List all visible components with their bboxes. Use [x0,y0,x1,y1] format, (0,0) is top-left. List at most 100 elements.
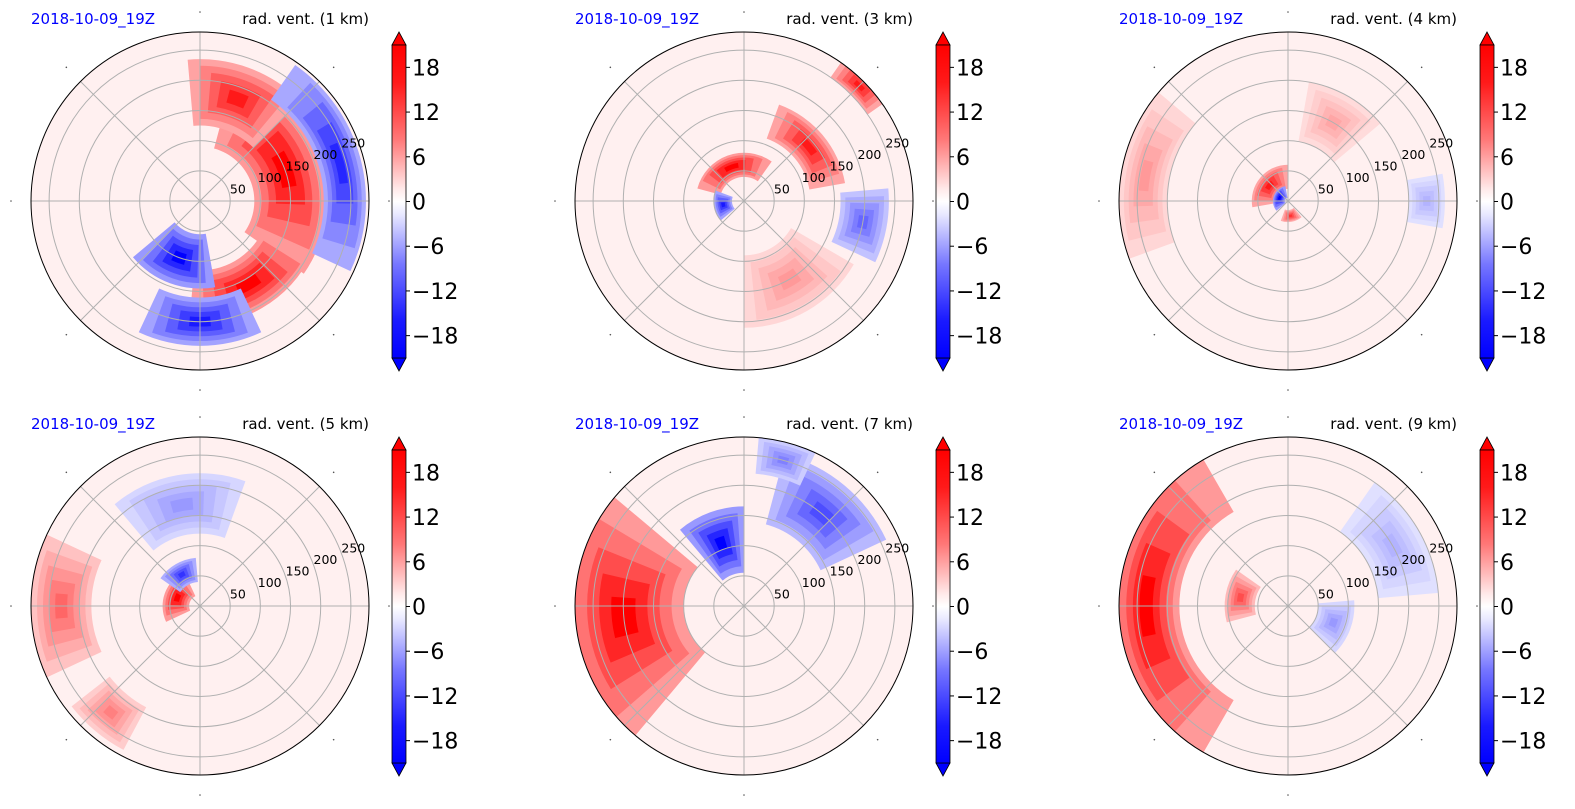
theta-tick-mark [65,66,68,69]
theta-tick-mark [876,471,879,474]
colorbar-body [935,44,951,359]
panel-date-label: 2018-10-09_19Z [31,10,155,29]
grid-spoke-225 [1168,605,1289,726]
colorbar-tick-label: 6 [956,551,970,576]
radial-tick-label: 250 [885,540,909,555]
grid-spoke-225 [80,605,201,726]
radial-tick-label: 200 [314,552,338,567]
radial-tick-label: 50 [1318,586,1334,601]
colorbar-tick-label: −18 [1500,730,1546,755]
radial-tick-label: 50 [230,181,246,196]
polar-frame [30,31,370,371]
grid-spoke-135 [624,486,745,607]
panel-date-label: 2018-10-09_19Z [31,415,155,434]
colorbar-extend-max [1479,31,1495,46]
colorbar-extend-min [935,762,951,777]
colorbar-tick-label: 0 [956,596,970,621]
grid-spoke-135 [80,486,201,607]
theta-tick-mark [1420,333,1423,336]
colorbar-extend-max [391,436,407,451]
radial-tick-label: 150 [830,158,854,173]
radial-tick-label: 50 [230,586,246,601]
grid-spoke-315 [199,605,320,726]
colorbar: 18 12 6 0 −6 −12 −18 [391,436,458,777]
theta-tick-mark [65,471,68,474]
contour-neg-4-level-5 [721,202,726,208]
grid-spoke-135 [80,81,201,202]
grid-spoke-45 [743,81,864,202]
colorbar-tick-label: −12 [956,280,1002,305]
theta-tick-mark [332,333,335,336]
colorbar-tick-label: 12 [956,101,984,126]
theta-tick-mark [65,738,68,741]
colorbar-extend-max [1479,436,1495,451]
colorbar-body [1479,44,1495,359]
panel-date-label: 2018-10-09_19Z [1119,415,1243,434]
colorbar-tick-label: −12 [1500,685,1546,710]
theta-tick-mark [932,605,934,607]
contour-neg-4-level-5 [170,497,194,514]
theta-tick-mark [609,738,612,741]
grid-spoke-315 [1287,605,1408,726]
panel-title: rad. vent. (1 km) [242,10,369,28]
panel-title: rad. vent. (7 km) [786,415,913,433]
theta-tick-mark [1420,738,1423,741]
colorbar-tick-label: 18 [956,56,984,81]
contour-pos-3-level-5 [226,89,249,109]
colorbar-tick-label: 18 [412,56,440,81]
colorbar-tick-label: −12 [1500,280,1546,305]
colorbar-tick-label: −18 [956,325,1002,350]
radial-tick-label: 250 [1429,135,1453,150]
grid-spoke-45 [199,81,320,202]
colorbar-body [391,449,407,764]
radial-tick-label: 150 [286,563,310,578]
grid-spoke-225 [624,605,745,726]
grid-spoke-315 [1287,200,1408,321]
contour-pos-2-level-5 [235,273,262,295]
contour-neg-3-level-5 [1328,617,1339,628]
contour-pos-1-level-5 [1265,180,1275,191]
theta-tick-mark [332,471,335,474]
theta-tick-mark [743,389,745,391]
colorbar-tick-label: −12 [956,685,1002,710]
colorbar-tick-label: 0 [1500,596,1514,621]
theta-tick-mark [332,66,335,69]
theta-tick-mark [199,389,201,391]
theta-tick-mark [1153,333,1156,336]
contour-neg-2-level-5 [1277,195,1282,200]
colorbar-tick-label: 6 [956,146,970,171]
colorbar-extend-max [391,31,407,46]
colorbar-tick-label: 0 [956,191,970,216]
colorbar: 18 12 6 0 −6 −12 −18 [935,436,1002,777]
colorbar-tick-label: 0 [412,191,426,216]
theta-tick-mark [743,11,745,13]
theta-tick-mark [1476,200,1478,202]
theta-tick-mark [332,738,335,741]
contour-pos-1-level-5 [611,596,639,639]
grid-spoke-225 [624,200,745,321]
colorbar-tick-label: −6 [956,640,988,665]
radial-tick-label: 50 [1318,181,1334,196]
theta-tick-mark [554,200,556,202]
colorbar-extend-min [391,357,407,372]
colorbar-tick-label: −6 [1500,235,1532,260]
radial-tick-label: 50 [774,181,790,196]
grid-spoke-135 [624,81,745,202]
radial-tick-label: 100 [258,575,282,590]
colorbar-tick-label: 18 [956,461,984,486]
theta-tick-mark [1476,605,1478,607]
contour-pos-4-level-5 [1138,159,1154,192]
radial-tick-label: 150 [1374,158,1398,173]
radial-tick-label: 200 [1402,552,1426,567]
contour-pos-1-level-5 [173,593,182,602]
colorbar-tick-label: 12 [1500,101,1528,126]
colorbar-tick-label: −18 [956,730,1002,755]
panel-title: rad. vent. (4 km) [1330,10,1457,28]
colorbar: 18 12 6 0 −6 −12 −18 [391,31,458,372]
colorbar-extend-min [391,762,407,777]
panel-title: rad. vent. (5 km) [242,415,369,433]
theta-tick-mark [1153,738,1156,741]
panel-date-label: 2018-10-09_19Z [1119,10,1243,29]
